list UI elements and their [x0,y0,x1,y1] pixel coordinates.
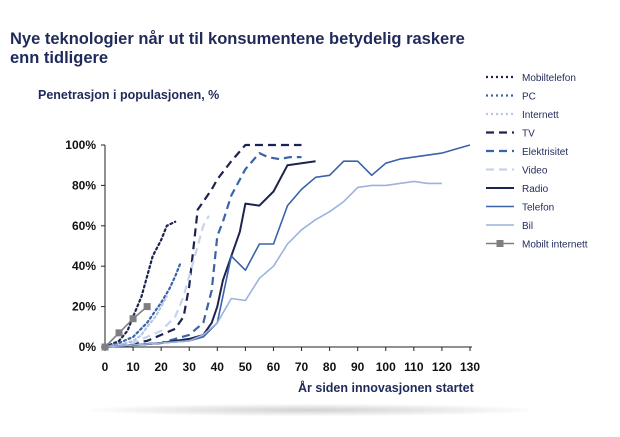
chart-title: Nye teknologier når ut til konsumentene … [10,30,465,67]
series-line-tv [104,143,302,349]
y-tick-label: 80% [72,178,96,192]
series-line-mobilt-internett [104,305,148,348]
x-tick-label: 30 [183,360,197,374]
legend-label: Elektrisitet [522,147,568,158]
series-line-elektrisitet [104,152,302,349]
legend-label: PC [522,92,536,103]
x-tick-label: 90 [351,360,365,374]
x-tick-label: 60 [267,360,281,374]
x-tick-label: 20 [154,360,168,374]
legend-label: Mobilt internett [522,240,588,251]
series-line-pc [103,261,182,349]
x-tick-label: 40 [211,360,225,374]
legend-label: Bil [522,221,533,232]
data-point-mobilt-internett [143,303,151,311]
x-tick-label: 120 [432,360,452,374]
y-axis-label: Penetrasjon i populasjonen, % [38,88,220,102]
x-tick-label: 70 [295,360,309,374]
y-tick-label: 60% [72,219,96,233]
y-tick-label: 20% [72,300,96,314]
series-line-bil [104,180,442,348]
y-tick-label: 40% [72,259,96,273]
legend-label: Telefon [522,203,554,214]
data-point-mobilt-internett [101,343,109,351]
data-point-mobilt-internett [129,315,137,323]
series-line-video [104,215,210,349]
x-tick-label: 10 [126,360,140,374]
x-tick-label: 110 [404,360,424,374]
y-tick-label: 100% [65,138,96,152]
x-tick-label: 130 [460,360,480,374]
legend-label: TV [522,129,535,140]
bottom-shadow [90,404,530,416]
data-point-mobilt-internett [115,329,123,337]
series-line-telefon [104,144,471,348]
x-tick-label: 100 [376,360,396,374]
series-line-radio [104,160,316,348]
x-tick-label: 80 [323,360,337,374]
legend-marker [496,240,504,247]
y-tick-label: 0% [79,340,97,354]
x-tick-label: 50 [239,360,253,374]
x-axis-label: År siden innovasjonen startet [298,381,474,395]
x-tick-label: 0 [102,360,109,374]
legend-label: Mobiltelefon [522,73,576,84]
legend-label: Internett [522,110,559,121]
legend-label: Radio [522,184,549,195]
legend-label: Video [522,166,548,177]
series-line-mobiltelefon [103,220,177,349]
